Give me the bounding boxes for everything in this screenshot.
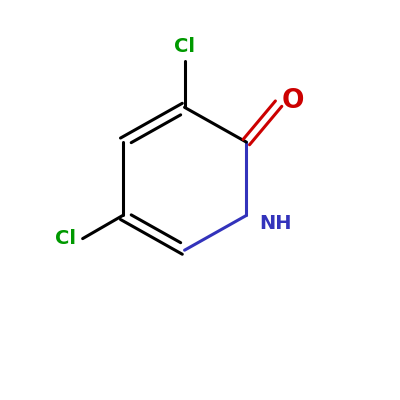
Text: Cl: Cl (55, 229, 76, 248)
Text: NH: NH (259, 214, 292, 233)
Text: Cl: Cl (174, 37, 195, 56)
Text: O: O (282, 88, 304, 114)
